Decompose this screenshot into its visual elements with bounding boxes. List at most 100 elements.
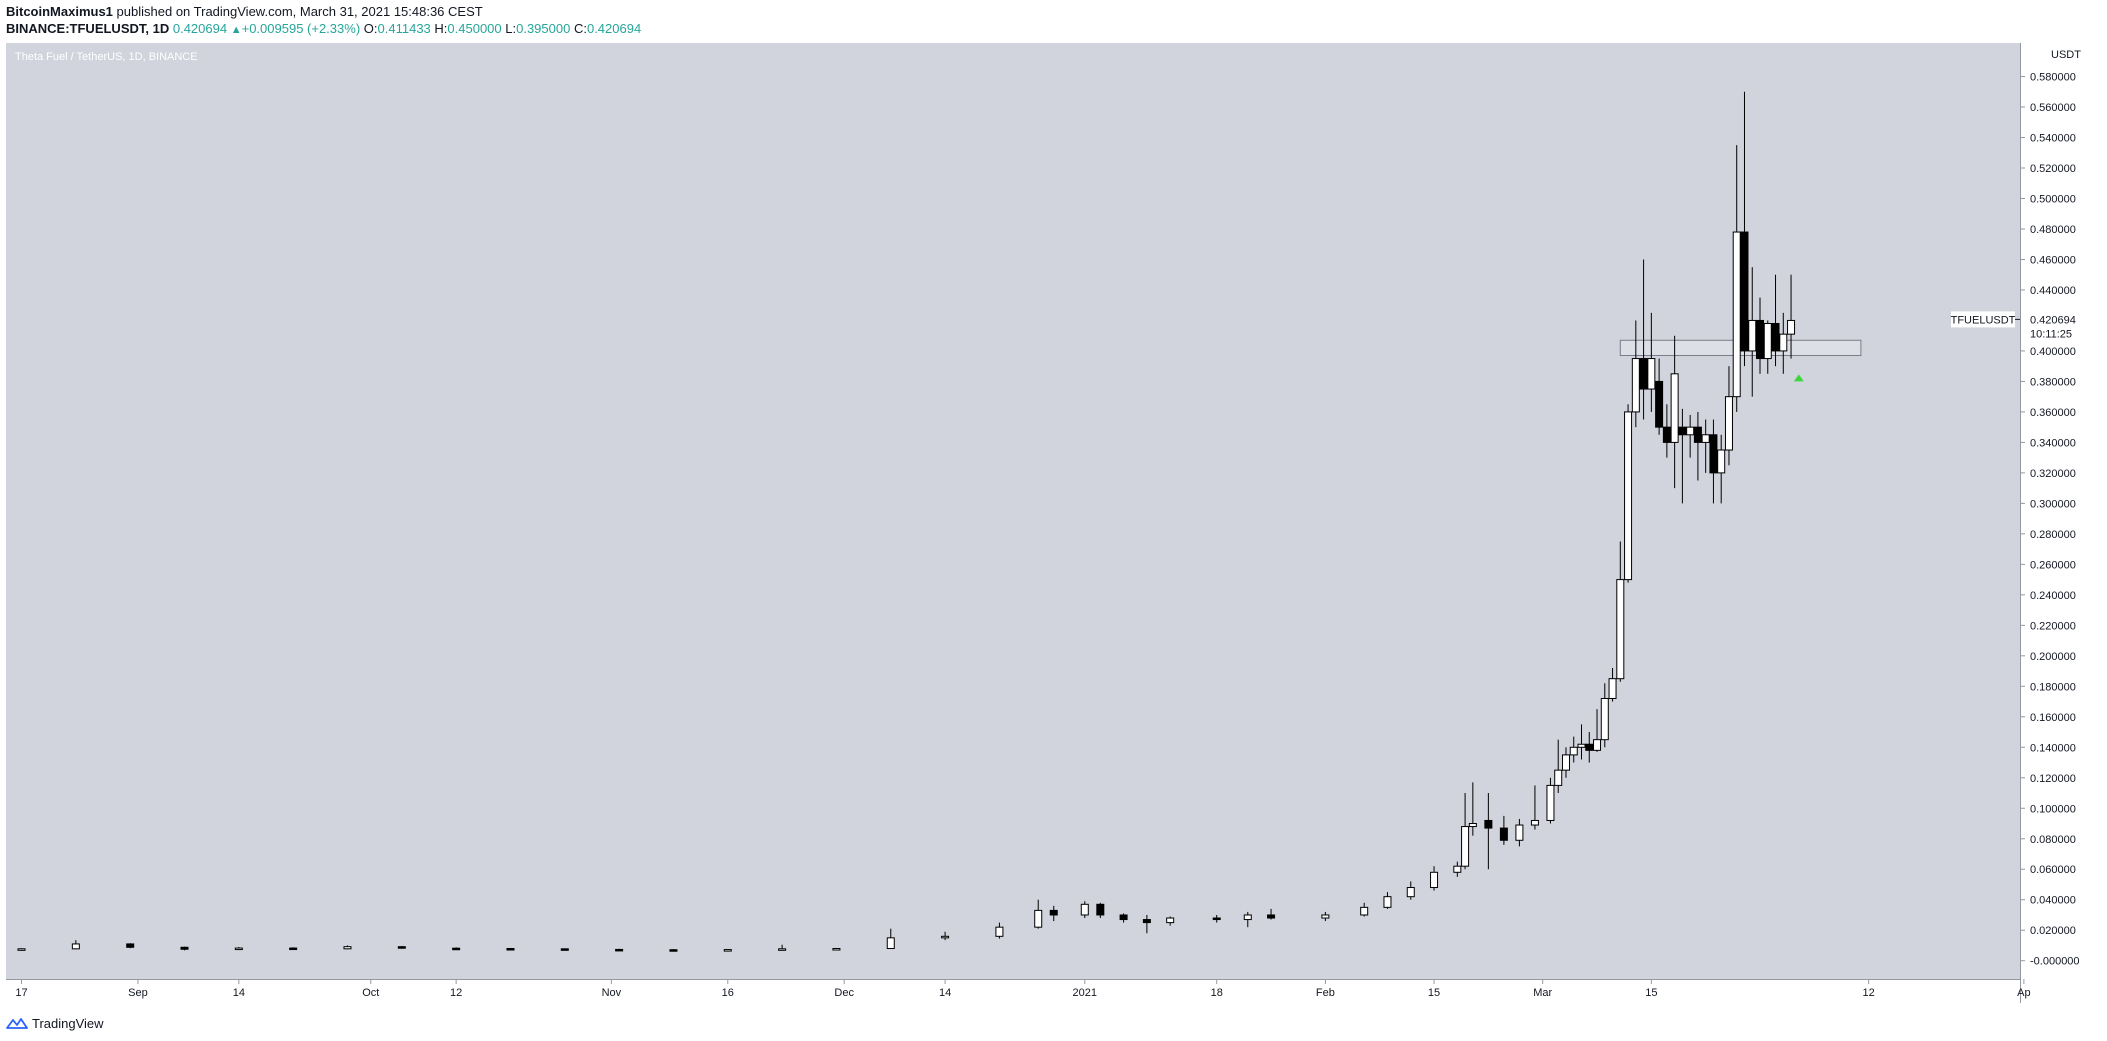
candle-body-up [1468,823,1477,828]
candle [180,946,189,951]
candle [832,948,841,951]
y-tick-label: 0.080000 [2030,834,2076,846]
candle [1616,541,1625,682]
plot-background[interactable] [6,43,2020,1003]
candle-body-up [343,946,352,950]
candle [1430,866,1439,891]
open-value: 0.411433 [377,21,431,36]
candle [1678,408,1687,504]
y-tick-label: 0.140000 [2030,742,2076,754]
candle [1585,732,1594,763]
candle-body-up [1577,743,1586,748]
price-change: +0.009595 (+2.33%) [241,21,361,36]
x-tick-label: 12 [450,987,462,999]
symbol-tag: TFUELUSDT [1951,314,2016,326]
candle-body-down [1709,434,1718,474]
candle [1709,419,1718,504]
x-tick-label: 12 [1863,987,1875,999]
candle-body-down [1693,426,1702,443]
candle-body-down [126,943,135,948]
candle-body-up [71,943,80,950]
candle-body-up [1383,896,1392,908]
y-tick-label: 0.340000 [2030,437,2076,449]
x-tick-label: 15 [1428,987,1440,999]
footer-brand[interactable]: TradingView [6,1013,104,1033]
x-tick-label: 18 [1211,987,1223,999]
y-tick-label: 0.400000 [2030,346,2076,358]
y-tick-label: 0.280000 [2030,529,2076,541]
candle [506,947,515,951]
candle [1546,777,1555,824]
candle-body-up [1600,698,1609,741]
y-tick-label: 0.300000 [2030,498,2076,510]
candle [1693,411,1702,481]
candle-body-down [1212,917,1221,921]
candle [1771,274,1780,367]
candle [289,947,298,951]
chart-area[interactable]: Theta Fuel / TetherUS, 1D, BINANCE USDT … [6,43,2107,1003]
candle [723,949,732,952]
candle [1096,902,1105,919]
x-tick-label: Nov [602,987,622,999]
candle-body-up [1530,819,1539,826]
up-triangle-icon: ▲ [230,24,242,36]
candle [1787,274,1796,359]
candle [1561,747,1570,778]
candle-body-down [1740,231,1749,352]
candle [1732,145,1741,412]
time-axis-background[interactable] [6,979,2020,1003]
tradingview-logo-icon [6,1018,28,1029]
candle [1453,861,1462,877]
y-tick-label: 0.260000 [2030,559,2076,571]
author-name[interactable]: BitcoinMaximus1 [6,4,113,19]
candle [1631,320,1640,428]
candle-body-up [1034,909,1043,928]
candle-body-down [1678,426,1687,436]
candle-body-up [778,948,787,951]
y-tick-label: 0.240000 [2030,590,2076,602]
candle [1166,916,1175,926]
bar-countdown: 10:11:25 [2030,328,2072,340]
candle-body-up [1546,784,1555,821]
candle-body-up [1748,319,1757,352]
candle-body-up [1787,319,1796,335]
candle [615,948,624,952]
y-tick-label: 0.200000 [2030,651,2076,663]
x-tick-label: 17 [15,987,27,999]
candle-body-down [669,949,678,952]
candle-body-down [1267,914,1276,919]
candle-body-down [1771,322,1780,352]
candle-body-up [1717,449,1726,474]
candle [941,931,950,941]
candle [1142,914,1151,934]
candle-body-down [1484,819,1493,829]
price-axis-background[interactable] [2020,43,2107,1003]
candle-body-up [1724,396,1733,451]
published-text: published on TradingView.com, March 31, … [116,4,483,19]
x-tick-label: 14 [233,987,245,999]
y-tick-label: 0.500000 [2030,193,2076,205]
candle [1119,913,1128,923]
candle-body-up [1624,411,1633,581]
candle-body-down [289,947,298,951]
candle [1600,683,1609,748]
y-tick-label: 0.180000 [2030,681,2076,693]
candle [1779,312,1788,374]
footer-brand-label: TradingView [32,1015,104,1031]
candle [886,928,895,950]
candle [1267,908,1276,920]
candle [1034,899,1043,929]
x-tick-label: Sep [128,987,148,999]
x-tick-label: 16 [722,987,734,999]
candle [1468,782,1477,836]
y-tick-label: 0.040000 [2030,895,2076,907]
candle [1321,911,1330,922]
candle [1499,815,1508,845]
candle [1360,902,1369,917]
candle-body-up [1732,231,1741,398]
high-value: 0.450000 [447,21,502,36]
candle-body-up [1166,917,1175,924]
y-tick-label: 0.360000 [2030,407,2076,419]
y-tick-label: -0.000000 [2030,956,2080,968]
candlestick-chart[interactable]: Theta Fuel / TetherUS, 1D, BINANCE USDT … [6,43,2107,1003]
